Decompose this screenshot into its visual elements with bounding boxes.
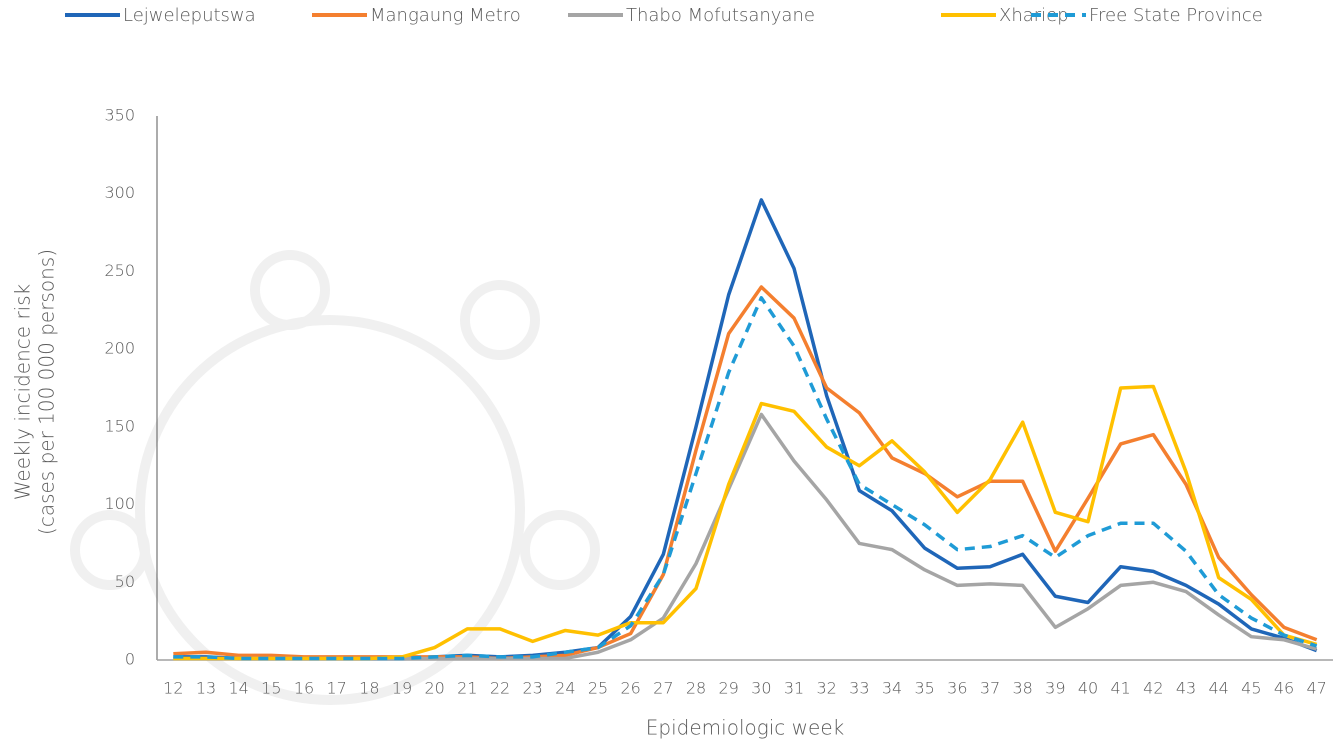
x-axis-label: Epidemiologic week xyxy=(646,716,844,740)
x-tick-label: 13 xyxy=(196,679,216,698)
x-tick-label: 21 xyxy=(457,679,477,698)
x-tick-label: 16 xyxy=(294,679,314,698)
x-tick-label: 41 xyxy=(1110,679,1130,698)
x-tick-label: 46 xyxy=(1274,679,1294,698)
y-tick-label: 300 xyxy=(104,183,135,202)
x-tick-label: 25 xyxy=(588,679,608,698)
x-tick-label: 44 xyxy=(1208,679,1228,698)
x-tick-label: 47 xyxy=(1306,679,1326,698)
x-tick-label: 37 xyxy=(980,679,1000,698)
y-axis-label: Weekly incidence risk (cases per 100 000… xyxy=(11,249,59,535)
y-tick-label: 150 xyxy=(104,416,135,435)
legend-label: Lejweleputswa xyxy=(123,5,256,26)
x-tick-label: 23 xyxy=(522,679,542,698)
x-tick-label: 12 xyxy=(163,679,183,698)
x-tick-label: 43 xyxy=(1176,679,1196,698)
x-tick-label: 22 xyxy=(490,679,510,698)
y-tick-label: 100 xyxy=(104,494,135,513)
x-tick-label: 33 xyxy=(849,679,869,698)
x-tick-label: 39 xyxy=(1045,679,1065,698)
x-tick-label: 20 xyxy=(424,679,444,698)
legend-label: Free State Province xyxy=(1089,5,1263,26)
y-tick-label: 0 xyxy=(125,650,135,669)
y-tick-label: 350 xyxy=(104,106,135,125)
x-tick-label: 24 xyxy=(555,679,575,698)
x-tick-label: 26 xyxy=(620,679,640,698)
x-tick-label: 31 xyxy=(784,679,804,698)
y-axis-label-line: (cases per 100 000 persons) xyxy=(35,249,59,535)
background-decoration xyxy=(70,250,600,705)
y-tick-label: 50 xyxy=(115,572,135,591)
x-tick-label: 45 xyxy=(1241,679,1261,698)
x-tick-label: 36 xyxy=(947,679,967,698)
x-tick-label: 38 xyxy=(1012,679,1032,698)
y-axis-label-line: Weekly incidence risk xyxy=(11,284,35,500)
x-tick-label: 29 xyxy=(718,679,738,698)
x-tick-label: 14 xyxy=(228,679,248,698)
x-tick-label: 28 xyxy=(686,679,706,698)
x-tick-label: 32 xyxy=(816,679,836,698)
x-tick-label: 15 xyxy=(261,679,281,698)
series-line xyxy=(173,285,1318,661)
x-tick-label: 35 xyxy=(914,679,934,698)
x-tick-label: 34 xyxy=(882,679,902,698)
series-line xyxy=(173,296,1318,661)
series-line xyxy=(173,198,1318,661)
legend-label: Thabo Mofutsanyane xyxy=(626,5,815,26)
x-tick-label: 42 xyxy=(1143,679,1163,698)
x-tick-label: 18 xyxy=(359,679,379,698)
x-tick-label: 30 xyxy=(751,679,771,698)
x-tick-label: 27 xyxy=(653,679,673,698)
x-tick-label: 19 xyxy=(392,679,412,698)
series-line xyxy=(173,384,1318,661)
y-tick-label: 200 xyxy=(104,339,135,358)
x-tick-label: 17 xyxy=(326,679,346,698)
x-tick-label: 40 xyxy=(1078,679,1098,698)
y-tick-label: 250 xyxy=(104,261,135,280)
legend-label: Mangaung Metro xyxy=(370,5,521,26)
series-line xyxy=(173,412,1318,661)
